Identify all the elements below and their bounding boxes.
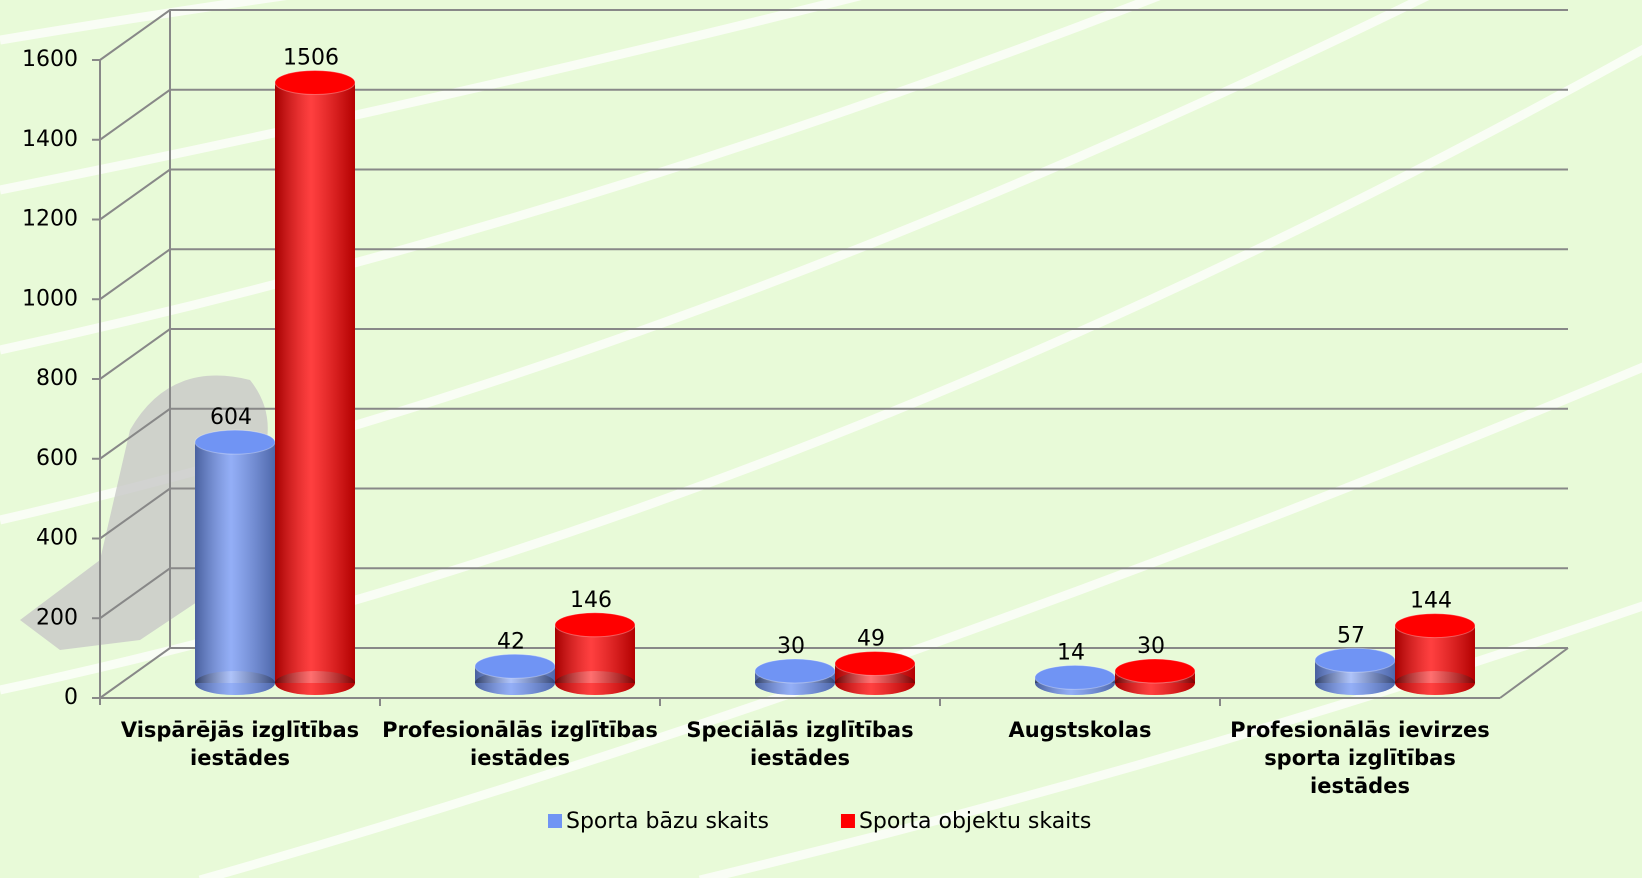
x-tick-label: Profesionālās izglītības iestādes xyxy=(382,718,658,770)
bar-top xyxy=(474,653,556,679)
bar-top xyxy=(1114,658,1196,684)
bar-top xyxy=(834,650,916,676)
bar xyxy=(1394,613,1476,695)
bar-top xyxy=(1034,664,1116,690)
x-tick-label: Profesionālās ievirzes sporta izglītības… xyxy=(1230,718,1490,798)
bar-top xyxy=(554,612,636,638)
bar-body-shade xyxy=(195,442,275,683)
grid-line xyxy=(99,328,1568,380)
bar-body-shade xyxy=(275,82,355,684)
legend-label: Sporta objektu skaits xyxy=(859,809,1091,834)
bar xyxy=(754,658,836,695)
grid-line xyxy=(99,647,1568,699)
grid-line xyxy=(99,88,1568,141)
bar xyxy=(474,653,556,695)
bar xyxy=(274,69,356,695)
data-label: 604 xyxy=(210,405,252,430)
grid-line xyxy=(99,168,1568,221)
bar-top xyxy=(1394,613,1476,639)
data-label: 30 xyxy=(777,634,805,659)
bar xyxy=(1034,664,1116,695)
x-tick-label: Vispārējās izglītības iestādes xyxy=(120,718,360,770)
y-tick-label: 1400 xyxy=(22,127,78,152)
x-tick-label: Augstskolas xyxy=(1008,718,1152,742)
x-tick-label: Speciālās izglītības iestādes xyxy=(686,718,914,770)
data-label: 42 xyxy=(497,629,525,654)
bar xyxy=(1314,647,1396,695)
y-tick-label: 200 xyxy=(36,605,78,630)
bar xyxy=(194,429,276,695)
data-label: 144 xyxy=(1410,589,1452,614)
legend-swatch xyxy=(840,814,855,828)
y-tick-label: 1000 xyxy=(22,286,78,311)
y-tick-label: 0 xyxy=(64,685,78,710)
y-tick-label: 800 xyxy=(36,366,78,391)
bar xyxy=(1114,658,1196,695)
bar-top xyxy=(754,658,836,684)
data-label: 146 xyxy=(570,588,612,613)
y-tick-label: 1200 xyxy=(22,207,78,232)
bar xyxy=(834,650,916,695)
grid-line xyxy=(99,487,1568,540)
grid-line xyxy=(99,567,1568,620)
grid-line xyxy=(99,248,1568,301)
y-tick-label: 600 xyxy=(36,446,78,471)
data-label: 57 xyxy=(1337,623,1365,648)
legend-label: Sporta bāzu skaits xyxy=(566,809,769,834)
data-label: 1506 xyxy=(283,45,339,70)
bar-top xyxy=(1314,647,1396,673)
legend-swatch xyxy=(548,814,562,828)
bar-top xyxy=(194,429,276,455)
data-label: 49 xyxy=(857,626,885,651)
bar-top xyxy=(274,69,356,95)
y-tick-label: 400 xyxy=(36,526,78,551)
bar xyxy=(554,612,636,695)
data-label: 30 xyxy=(1137,634,1165,659)
grid-line xyxy=(99,407,1568,460)
grid-line xyxy=(99,9,1568,61)
y-tick-label: 1600 xyxy=(22,47,78,72)
data-label: 14 xyxy=(1057,640,1085,665)
